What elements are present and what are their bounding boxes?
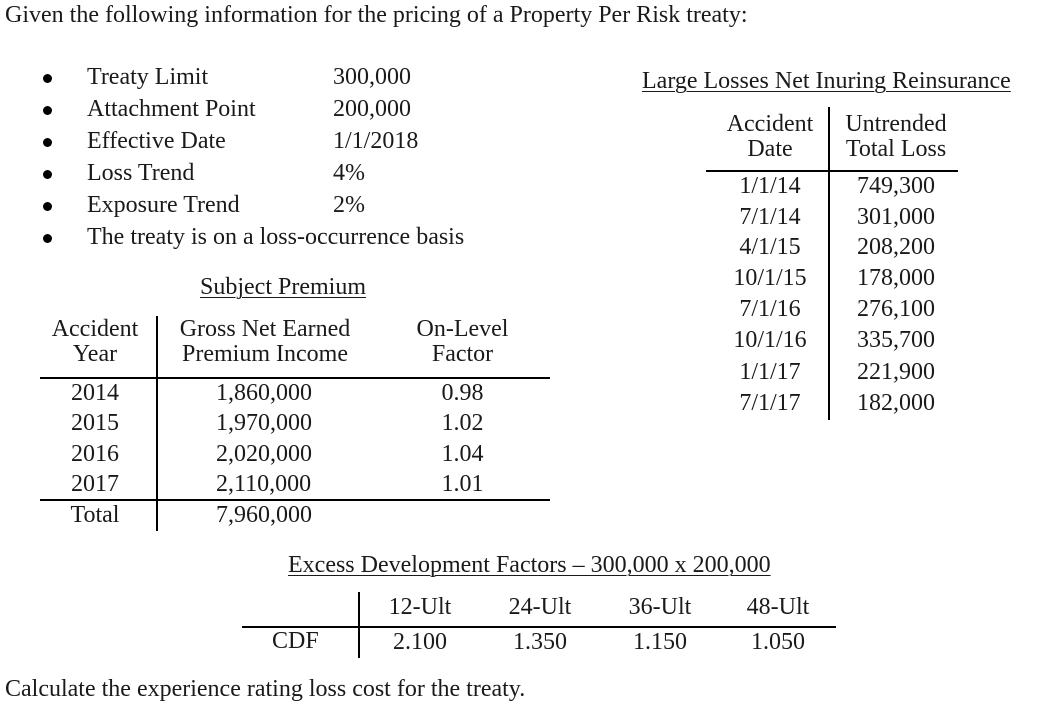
bullet-icon bbox=[43, 138, 52, 147]
year-cell: 2017 bbox=[71, 471, 119, 497]
date-cell: 1/1/14 bbox=[739, 173, 801, 199]
year-cell: 2014 bbox=[71, 380, 119, 406]
year-cell: 2016 bbox=[71, 441, 119, 467]
date-cell: 10/1/15 bbox=[733, 265, 807, 291]
column-divider bbox=[156, 316, 158, 531]
header-line: Total Loss bbox=[845, 136, 947, 162]
header-accident-date: Accident Date bbox=[718, 111, 822, 163]
total-label: Total bbox=[70, 502, 120, 528]
header-line: Year bbox=[72, 341, 118, 367]
header-line: Factor bbox=[431, 341, 494, 367]
premium-cell: 2,110,000 bbox=[216, 471, 312, 497]
bullet-icon bbox=[43, 74, 52, 83]
bullet-label: Loss Trend bbox=[87, 160, 195, 186]
bullet-label: Effective Date bbox=[87, 128, 226, 154]
header-line: Untrended bbox=[845, 111, 947, 137]
cdf-value: 1.050 bbox=[751, 629, 805, 655]
question-text: Calculate the experience rating loss cos… bbox=[5, 676, 526, 702]
bullet-value: 2% bbox=[333, 192, 365, 218]
header-line: Accident bbox=[726, 111, 814, 137]
cdf-label: CDF bbox=[272, 628, 319, 654]
bullet-icon bbox=[43, 234, 52, 243]
header-olf: On-Level Factor bbox=[400, 316, 525, 368]
bullet-icon bbox=[43, 106, 52, 115]
year-cell: 2015 bbox=[71, 410, 119, 436]
date-cell: 7/1/16 bbox=[739, 296, 801, 322]
bullet-value: 4% bbox=[333, 160, 365, 186]
subject-premium-title: Subject Premium bbox=[200, 274, 366, 300]
olf-cell: 0.98 bbox=[441, 380, 484, 406]
large-losses-title: Large Losses Net Inuring Reinsurance bbox=[642, 68, 1011, 94]
loss-cell: 178,000 bbox=[857, 265, 935, 291]
premium-cell: 1,970,000 bbox=[216, 410, 312, 436]
cdf-value: 1.150 bbox=[633, 629, 687, 655]
column-divider bbox=[828, 107, 830, 420]
total-premium: 7,960,000 bbox=[216, 502, 312, 528]
loss-cell: 182,000 bbox=[857, 390, 935, 416]
header-line: On-Level bbox=[416, 316, 509, 342]
loss-cell: 208,200 bbox=[857, 234, 935, 260]
intro-text: Given the following information for the … bbox=[5, 2, 748, 28]
xs-header: 36-Ult bbox=[628, 594, 692, 620]
date-cell: 10/1/16 bbox=[733, 327, 807, 353]
cdf-value: 2.100 bbox=[393, 629, 447, 655]
header-line: Date bbox=[747, 136, 793, 162]
date-cell: 1/1/17 bbox=[739, 359, 801, 385]
bullet-icon bbox=[43, 202, 52, 211]
bullet-label: Exposure Trend bbox=[87, 192, 240, 218]
bullet-value: 200,000 bbox=[333, 96, 411, 122]
column-divider bbox=[358, 592, 360, 658]
header-accident-year: Accident Year bbox=[40, 316, 150, 368]
date-cell: 7/1/17 bbox=[739, 390, 801, 416]
date-cell: 7/1/14 bbox=[739, 204, 801, 230]
header-premium: Gross Net Earned Premium Income bbox=[160, 316, 370, 368]
olf-cell: 1.04 bbox=[441, 441, 484, 467]
cdf-value: 1.350 bbox=[513, 629, 567, 655]
date-cell: 4/1/15 bbox=[739, 234, 801, 260]
bullet-label: The treaty is on a loss-occurrence basis bbox=[87, 224, 465, 250]
header-rule bbox=[242, 626, 836, 628]
header-rule bbox=[706, 170, 958, 172]
xs-dev-title: Excess Development Factors – 300,000 x 2… bbox=[288, 552, 771, 578]
bullet-label: Attachment Point bbox=[87, 96, 256, 122]
bullet-value: 1/1/2018 bbox=[333, 128, 419, 154]
loss-cell: 749,300 bbox=[857, 173, 935, 199]
loss-cell: 276,100 bbox=[857, 296, 935, 322]
xs-header: 24-Ult bbox=[508, 594, 572, 620]
xs-header: 48-Ult bbox=[746, 594, 810, 620]
total-rule bbox=[40, 499, 550, 501]
header-line: Gross Net Earned bbox=[179, 316, 351, 342]
loss-cell: 335,700 bbox=[857, 327, 935, 353]
loss-cell: 301,000 bbox=[857, 204, 935, 230]
bullet-value: 300,000 bbox=[333, 64, 411, 90]
olf-cell: 1.02 bbox=[441, 410, 484, 436]
header-line: Premium Income bbox=[182, 341, 348, 367]
header-rule bbox=[40, 377, 550, 379]
premium-cell: 1,860,000 bbox=[216, 380, 312, 406]
xs-header: 12-Ult bbox=[388, 594, 452, 620]
olf-cell: 1.01 bbox=[441, 471, 484, 497]
header-line: Accident bbox=[51, 316, 139, 342]
bullet-label: Treaty Limit bbox=[87, 64, 209, 90]
bullet-icon bbox=[43, 170, 52, 179]
premium-cell: 2,020,000 bbox=[216, 441, 312, 467]
loss-cell: 221,900 bbox=[857, 359, 935, 385]
header-untrended-loss: Untrended Total Loss bbox=[834, 111, 958, 163]
